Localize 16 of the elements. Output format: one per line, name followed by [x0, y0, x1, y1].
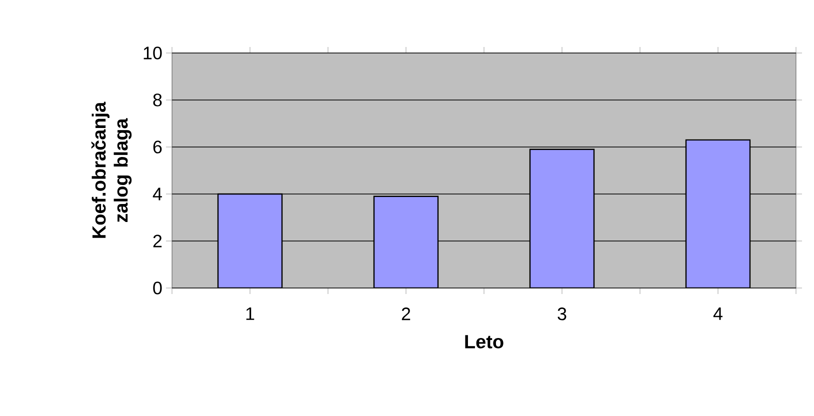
y-tick-label: 0 — [153, 282, 162, 294]
bar — [217, 193, 283, 288]
x-tick-label: 4 — [713, 308, 722, 320]
x-tick-label: 1 — [246, 308, 254, 320]
y-tick-label: 4 — [152, 188, 162, 200]
bar — [373, 196, 439, 288]
bar — [529, 148, 595, 288]
x-tick-label: 3 — [558, 308, 566, 320]
x-tick-label: 2 — [402, 308, 410, 320]
y-tick-label: 10 — [144, 46, 162, 60]
y-tick-label: 2 — [153, 234, 162, 248]
y-axis-title: Koef.obračanja zalog blaga — [91, 102, 132, 238]
x-axis-title: Leto — [465, 335, 504, 348]
y-tick-label: 6 — [153, 140, 162, 154]
y-tick-label: 8 — [153, 94, 162, 106]
bar — [685, 139, 751, 288]
